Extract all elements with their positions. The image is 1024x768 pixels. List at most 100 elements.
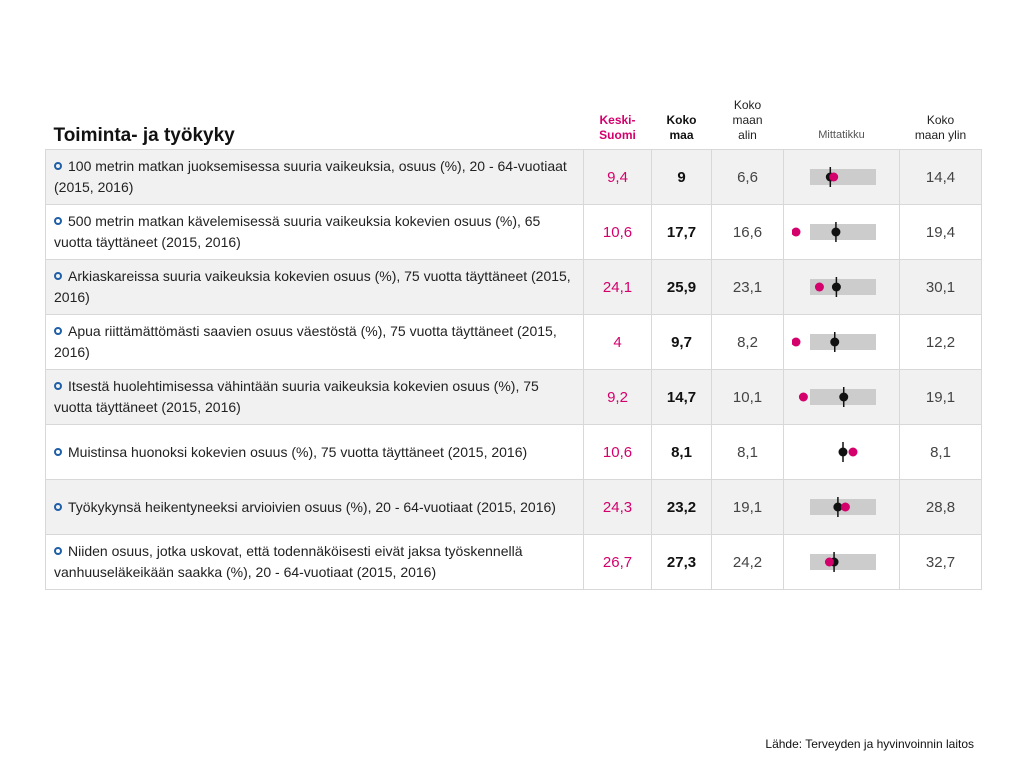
gauge-svg <box>838 442 857 462</box>
gauge-whole-country-dot <box>829 337 839 347</box>
gauge-cell <box>783 259 900 315</box>
gauge-cell <box>783 204 900 260</box>
country-max-value-cell: 12,2 <box>899 314 982 370</box>
header-row: Toiminta- ja työkyky Keski- Suomi Koko m… <box>46 98 982 150</box>
region-value-cell: 24,3 <box>583 479 652 535</box>
country-max-value-cell: 14,4 <box>899 149 982 205</box>
table-row: Työkykynsä heikentyneeksi arvioivien osu… <box>45 479 982 535</box>
info-icon[interactable] <box>54 382 62 390</box>
region-value-cell: 10,6 <box>583 204 652 260</box>
indicator-label-cell[interactable]: Itsestä huolehtimisessa vähintään suuria… <box>45 369 584 425</box>
indicator-label: Apua riittämättömästi saavien osuus väes… <box>54 323 557 360</box>
indicator-label: Työkykynsä heikentyneeksi arvioivien osu… <box>68 498 556 515</box>
gauge-region-dot <box>791 227 800 237</box>
country-max-value-cell: 19,1 <box>899 369 982 425</box>
indicator-label-cell[interactable]: 100 metrin matkan juoksemisessa suuria v… <box>45 149 584 205</box>
gauge-range-bar <box>809 554 876 570</box>
gauge-whole-country-dot <box>831 282 841 292</box>
gauge-svg <box>809 552 876 572</box>
gauge-region-dot <box>791 337 800 347</box>
gauge-cell <box>783 369 900 425</box>
gauge-svg <box>809 497 876 517</box>
country-min-value-cell: 10,1 <box>711 369 784 425</box>
gauge-region-dot <box>848 447 857 457</box>
indicator-label: Itsestä huolehtimisessa vähintään suuria… <box>54 378 539 415</box>
gauge-whole-country-dot <box>838 392 848 402</box>
header-country-max: Koko maan ylin <box>914 113 967 142</box>
gauge-cell <box>783 149 900 205</box>
indicator-label: 100 metrin matkan juoksemisessa suuria v… <box>54 158 567 195</box>
country-max-value-cell: 19,4 <box>899 204 982 260</box>
info-icon[interactable] <box>54 447 62 456</box>
gauge-cell <box>783 424 900 480</box>
info-icon[interactable] <box>54 502 62 511</box>
region-value-cell: 26,7 <box>583 534 652 590</box>
country-min-value-cell: 16,6 <box>711 204 784 260</box>
table-row: 500 metrin matkan kävelemisessä suuria v… <box>45 204 982 260</box>
gauge-cell <box>783 479 900 535</box>
indicator-label-cell[interactable]: 500 metrin matkan kävelemisessä suuria v… <box>45 204 584 260</box>
table-row: 100 metrin matkan juoksemisessa suuria v… <box>45 149 982 205</box>
country-max-value-cell: 8,1 <box>899 424 982 480</box>
whole-country-value-cell: 9,7 <box>651 314 712 370</box>
whole-country-value-cell: 27,3 <box>651 534 712 590</box>
country-min-value-cell: 8,2 <box>711 314 784 370</box>
table-row: Arkiaskareissa suuria vaikeuksia kokevie… <box>45 259 982 315</box>
info-icon[interactable] <box>54 162 62 170</box>
gauge-whole-country-dot <box>830 227 840 237</box>
table-row: Itsestä huolehtimisessa vähintään suuria… <box>45 369 982 425</box>
indicator-label-cell[interactable]: Työkykynsä heikentyneeksi arvioivien osu… <box>45 479 584 535</box>
whole-country-value-cell: 14,7 <box>651 369 712 425</box>
indicator-label: Arkiaskareissa suuria vaikeuksia kokevie… <box>54 268 571 305</box>
country-min-value-cell: 23,1 <box>711 259 784 315</box>
info-icon[interactable] <box>54 272 62 280</box>
region-value-cell: 9,4 <box>583 149 652 205</box>
header-gauge: Mittatikku <box>818 129 865 141</box>
country-max-value-cell: 28,8 <box>899 479 982 535</box>
indicator-label-cell[interactable]: Niiden osuus, jotka uskovat, että todenn… <box>45 534 584 590</box>
gauge-region-dot <box>798 392 808 402</box>
source-note: Lähde: Terveyden ja hyvinvoinnin laitos <box>765 737 974 751</box>
indicator-label-cell[interactable]: Apua riittämättömästi saavien osuus väes… <box>45 314 584 370</box>
whole-country-value-cell: 23,2 <box>651 479 712 535</box>
gauge-range-bar <box>809 224 876 240</box>
gauge-range-bar <box>809 169 876 185</box>
gauge-cell <box>783 534 900 590</box>
gauge-svg <box>809 277 876 297</box>
gauge-whole-country-dot <box>832 502 842 512</box>
table-body: 100 metrin matkan juoksemisessa suuria v… <box>45 149 982 590</box>
indicator-label: Niiden osuus, jotka uskovat, että todenn… <box>54 543 523 580</box>
country-max-value-cell: 30,1 <box>899 259 982 315</box>
gauge-svg <box>809 167 876 187</box>
region-value-cell: 4 <box>583 314 652 370</box>
indicator-label-cell[interactable]: Arkiaskareissa suuria vaikeuksia kokevie… <box>45 259 584 315</box>
country-max-value-cell: 32,7 <box>899 534 982 590</box>
country-min-value-cell: 19,1 <box>711 479 784 535</box>
table-title: Toiminta- ja työkyky <box>53 125 235 146</box>
header-country-min: Koko maan alin <box>732 98 763 142</box>
region-value-cell: 9,2 <box>583 369 652 425</box>
info-icon[interactable] <box>54 217 62 225</box>
info-icon[interactable] <box>54 547 62 555</box>
whole-country-value-cell: 8,1 <box>651 424 712 480</box>
header-region: Keski- Suomi <box>599 113 636 142</box>
table-row: Apua riittämättömästi saavien osuus väes… <box>45 314 982 370</box>
indicator-label: Muistinsa huonoksi kokevien osuus (%), 7… <box>68 443 528 460</box>
gauge-region-dot <box>828 172 838 182</box>
gauge-whole-country-dot <box>838 447 847 457</box>
indicator-label-cell[interactable]: Muistinsa huonoksi kokevien osuus (%), 7… <box>45 424 584 480</box>
indicator-table: Toiminta- ja työkyky Keski- Suomi Koko m… <box>45 98 982 590</box>
region-value-cell: 24,1 <box>583 259 652 315</box>
whole-country-value-cell: 9 <box>651 149 712 205</box>
whole-country-value-cell: 25,9 <box>651 259 712 315</box>
country-min-value-cell: 24,2 <box>711 534 784 590</box>
gauge-svg <box>791 332 876 352</box>
gauge-region-dot <box>840 502 850 512</box>
gauge-range-bar <box>809 279 876 295</box>
gauge-region-dot <box>824 557 834 567</box>
gauge-cell <box>783 314 900 370</box>
whole-country-value-cell: 17,7 <box>651 204 712 260</box>
gauge-svg <box>798 387 876 407</box>
table-row: Niiden osuus, jotka uskovat, että todenn… <box>45 534 982 590</box>
info-icon[interactable] <box>54 327 62 335</box>
